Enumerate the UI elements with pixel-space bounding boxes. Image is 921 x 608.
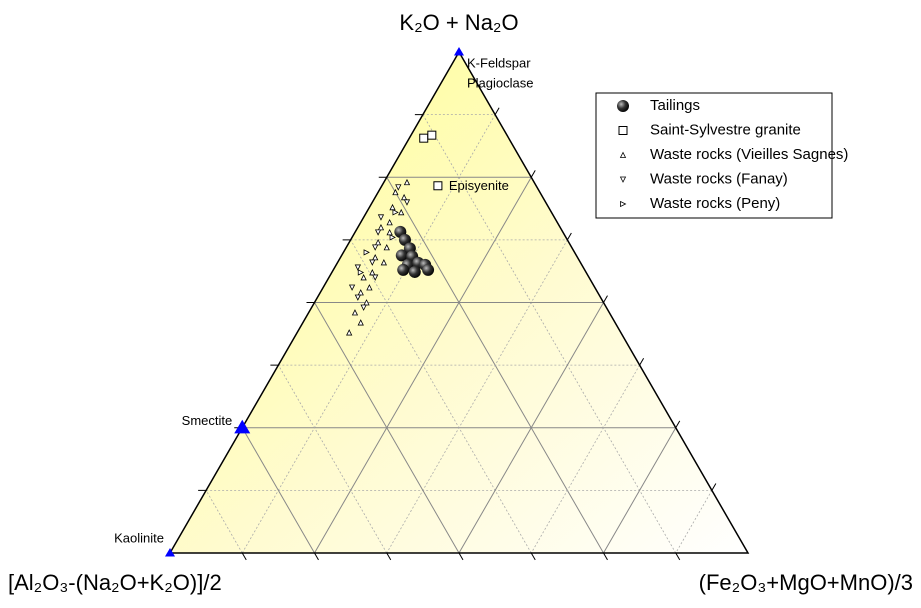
grid-line (314, 302, 460, 554)
left-axis-label: [Al₂O₃-(Na₂O+K₂O)]/2 (8, 570, 222, 595)
plot-area: K-Feldspar Plagioclase Smectite Kaolinite Ep… (114, 47, 750, 561)
tick-mark (530, 170, 536, 178)
point (357, 319, 364, 326)
point (392, 188, 399, 196)
tick-mark (711, 483, 717, 491)
end-member-label: Plagioclase (467, 75, 534, 90)
series (348, 184, 411, 311)
point (397, 263, 410, 276)
point (372, 244, 379, 251)
point (369, 259, 376, 266)
tick-mark (241, 552, 247, 561)
series (346, 178, 411, 336)
tick-mark (675, 420, 681, 428)
grid-line (458, 302, 604, 554)
legend-label: Saint-Sylvestre granite (650, 121, 801, 138)
series (357, 209, 399, 276)
legend-marker (617, 100, 629, 112)
tick-mark (386, 552, 392, 561)
grid-line (675, 490, 713, 554)
grid-line (386, 239, 568, 554)
legend-label: Tailings (650, 97, 700, 114)
legend-label: Waste rocks (Vieilles Sagnes) (650, 146, 848, 163)
end-member-marker (165, 548, 175, 557)
end-member-marker (454, 47, 464, 56)
tick-mark (314, 552, 319, 561)
end-member-label: Kaolinite (114, 530, 164, 545)
legend-marker (619, 151, 627, 158)
legend-marker (620, 200, 627, 208)
point (408, 265, 421, 278)
point (389, 234, 396, 241)
point (398, 208, 405, 216)
point (346, 329, 353, 336)
tick-mark (603, 552, 608, 561)
point (403, 199, 411, 206)
right-axis-label: (Fe₂O₃+MgO+MnO)/3 (699, 570, 913, 595)
grid-line (350, 239, 532, 554)
series (394, 225, 435, 278)
legend-label: Waste rocks (Peny) (650, 195, 780, 212)
point (363, 249, 370, 256)
end-member-label: K-Feldspar (467, 55, 531, 70)
point (372, 274, 379, 281)
tick-mark (566, 232, 572, 241)
point (377, 214, 385, 221)
point (354, 294, 361, 301)
point (360, 274, 367, 281)
point (380, 259, 388, 266)
point (422, 263, 435, 276)
point (357, 269, 365, 276)
point (374, 229, 382, 236)
tick-mark (458, 552, 464, 561)
point (348, 284, 356, 291)
top-axis-label: K₂O + Na₂O (399, 10, 518, 35)
legend-label: Waste rocks (Fanay) (650, 170, 788, 187)
grid-line (422, 114, 677, 554)
tick-mark (530, 552, 536, 561)
point (383, 243, 390, 251)
point (433, 181, 443, 191)
point (354, 264, 361, 271)
annotation: Episyenite (449, 178, 509, 193)
tick-mark (675, 552, 681, 561)
grid-line (530, 364, 640, 554)
point (351, 309, 359, 316)
point (395, 184, 402, 191)
legend-box (595, 92, 833, 219)
grid-line (241, 114, 496, 554)
end-member-label: Smectite (182, 413, 233, 428)
point (427, 130, 437, 140)
series (419, 130, 443, 191)
legend-marker (619, 176, 627, 183)
end-member-marker (234, 419, 251, 434)
point (392, 209, 399, 216)
point (366, 284, 373, 291)
point (403, 178, 411, 186)
point (360, 304, 367, 311)
triangle-border (168, 50, 750, 554)
legend-marker (618, 126, 628, 135)
point (386, 218, 393, 226)
tick-mark (603, 295, 608, 303)
grid-line (603, 427, 677, 554)
tick-mark (494, 107, 500, 115)
point (395, 249, 408, 262)
tick-mark (639, 357, 645, 366)
grid-line (278, 364, 388, 554)
point (419, 133, 429, 143)
grid-line (205, 490, 243, 554)
grid-line (241, 427, 315, 554)
